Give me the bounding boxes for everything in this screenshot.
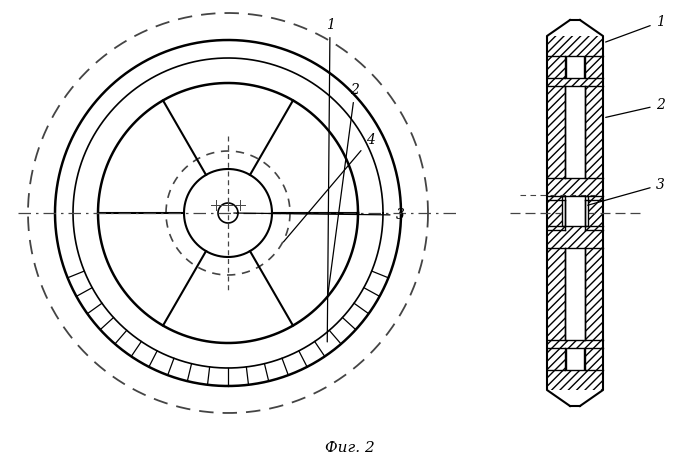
Text: 2: 2	[606, 98, 664, 117]
Polygon shape	[566, 348, 584, 370]
Text: 4: 4	[284, 133, 374, 242]
Text: 2: 2	[328, 83, 359, 294]
Polygon shape	[565, 86, 585, 178]
Text: 1: 1	[326, 18, 335, 342]
Polygon shape	[565, 248, 585, 340]
Polygon shape	[566, 56, 584, 78]
Polygon shape	[562, 196, 588, 226]
Text: 3: 3	[588, 178, 664, 205]
Text: 3: 3	[234, 208, 405, 222]
Text: 1: 1	[606, 15, 664, 42]
Text: Фиг. 2: Фиг. 2	[325, 441, 375, 455]
